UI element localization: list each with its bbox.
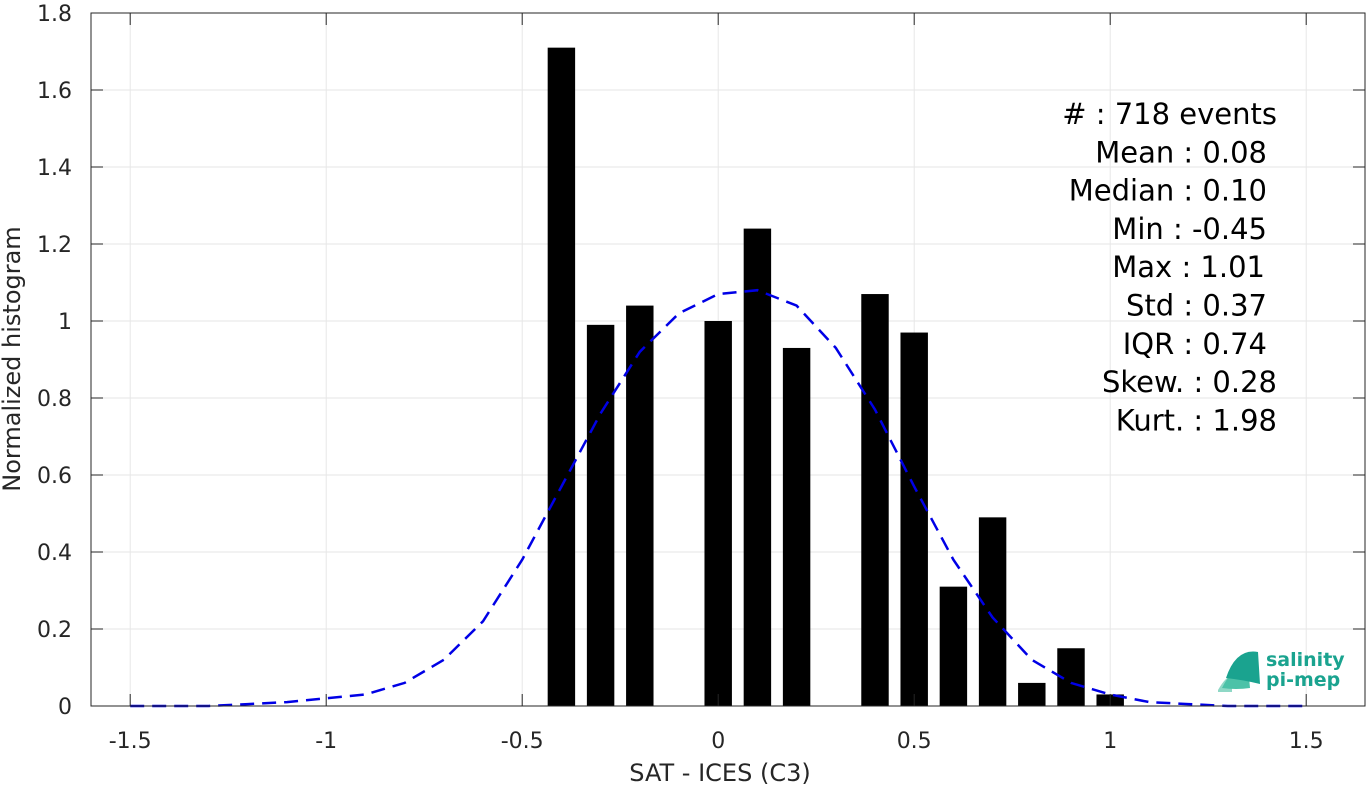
x-tick-label: 1.5	[1289, 729, 1324, 754]
y-tick-label: 1.6	[37, 79, 72, 104]
x-tick-label: -1.5	[109, 729, 152, 754]
logo-text-salinity: salinity	[1266, 649, 1345, 671]
y-tick-label: 0.6	[37, 464, 72, 489]
salinity-pimep-logo: salinity pi-mep	[1218, 649, 1345, 692]
y-tick-label: 1.2	[37, 233, 72, 258]
y-axis-label: Normalized histogram	[0, 226, 26, 491]
histogram-bar	[547, 47, 576, 706]
y-tick-label: 0.4	[37, 541, 72, 566]
axes-box	[90, 12, 1366, 707]
statistics-box: # : 718 events Mean : 0.08 Median : 0.10 Mi…	[1062, 97, 1277, 437]
histogram-bar	[704, 321, 732, 706]
histogram-bar	[978, 517, 1007, 706]
y-tick-label: 0.2	[37, 618, 72, 643]
x-tick-label: -1	[315, 729, 337, 754]
y-tick-label: 0	[58, 695, 72, 720]
stat-line: Max : 1.01	[1112, 250, 1265, 284]
x-axis-label: SAT - ICES (C3)	[629, 759, 810, 785]
x-tick-label: -0.5	[501, 729, 544, 754]
y-tick-label: 0.8	[37, 387, 72, 412]
x-tick-label: 0.5	[897, 729, 932, 754]
x-tick-labels: -1.5 -1 -0.5 0 0.5 1 1.5	[109, 729, 1324, 754]
histogram-bar	[939, 586, 968, 706]
x-tick-label: 0	[711, 729, 725, 754]
histogram-bar	[586, 324, 615, 706]
histogram-bars	[547, 47, 1124, 706]
histogram-bar	[861, 294, 889, 706]
stat-line: Skew. : 0.28	[1102, 365, 1277, 399]
stat-line: Min : -0.45	[1112, 212, 1267, 246]
logo-text-pimep: pi-mep	[1266, 669, 1340, 691]
stat-line: Median : 0.10	[1069, 174, 1267, 208]
stat-line: Kurt. : 1.98	[1116, 403, 1277, 437]
stat-line: IQR : 0.74	[1123, 327, 1267, 361]
histogram-bar	[626, 305, 654, 706]
histogram-bar	[743, 228, 772, 706]
histogram-bar	[782, 347, 811, 706]
stat-line: # : 718 events	[1062, 97, 1277, 131]
axes	[90, 12, 1366, 707]
y-tick-labels: 0 0.2 0.4 0.6 0.8 1 1.2 1.4 1.6 1.8	[37, 2, 72, 720]
x-tick-label: 1	[1103, 729, 1117, 754]
histogram-bar	[900, 332, 928, 706]
histogram-bar	[1018, 682, 1046, 706]
y-tick-label: 1	[58, 310, 72, 335]
stat-line: Mean : 0.08	[1095, 135, 1267, 169]
y-tick-label: 1.4	[37, 156, 72, 181]
y-tick-label: 1.8	[37, 2, 72, 27]
stat-line: Std : 0.37	[1126, 289, 1267, 323]
wave-logo-icon	[1218, 651, 1260, 692]
